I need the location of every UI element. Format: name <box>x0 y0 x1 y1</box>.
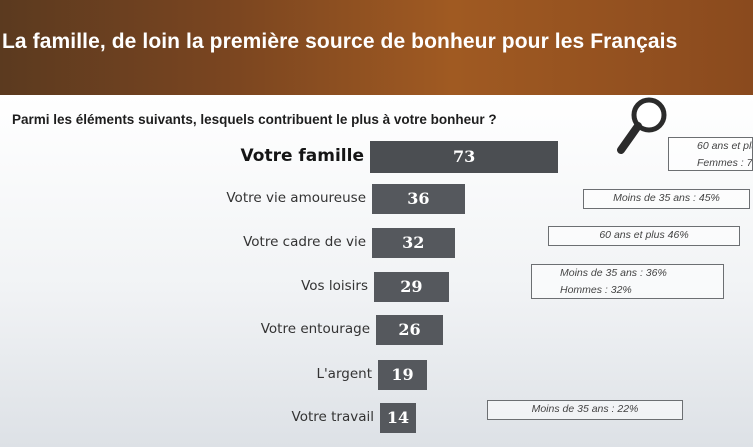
annotation-box: 60 ans et plus 46% <box>548 226 740 246</box>
category-label: Votre entourage <box>260 321 370 337</box>
annotation-text: Moins de 35 ans : 22% <box>531 403 639 415</box>
category-label: Votre vie amoureuse <box>226 190 366 206</box>
annotation-box: Moins de 35 ans : 45% <box>583 189 750 209</box>
value-label: 36 <box>407 189 430 208</box>
value-label: 19 <box>391 365 414 384</box>
bar <box>372 184 465 214</box>
magnifier-icon <box>617 97 667 154</box>
annotation-text: Hommes : 32% <box>560 284 632 296</box>
value-label: 73 <box>453 147 476 166</box>
bar <box>378 360 428 390</box>
value-label: 29 <box>400 277 423 296</box>
bar <box>374 272 449 302</box>
annotation-box: 60 ans et plus Femmes : 7 <box>668 137 753 171</box>
annotation-text: 60 ans et plus <box>697 140 752 152</box>
annotation-text: Femmes : 7 <box>697 157 753 169</box>
category-label: Votre travail <box>291 409 374 425</box>
category-label: Votre cadre de vie <box>243 234 366 250</box>
value-label: 14 <box>386 408 410 427</box>
value-label: 26 <box>398 320 421 339</box>
annotation-text: Moins de 35 ans : 36% <box>560 267 667 279</box>
annotation-box: Moins de 35 ans : 36% Hommes : 32% <box>531 264 724 299</box>
bar <box>376 315 444 345</box>
survey-question: Parmi les éléments suivants, lesquels co… <box>12 112 497 127</box>
category-label: Votre famille <box>240 146 364 166</box>
bar <box>370 141 559 173</box>
annotation-text: Moins de 35 ans : 45% <box>613 192 720 204</box>
category-label: L'argent <box>316 366 372 382</box>
annotation-box: Moins de 35 ans : 22% <box>487 400 683 420</box>
header-band: La famille, de loin la première source d… <box>0 0 753 95</box>
page-title: La famille, de loin la première source d… <box>2 30 678 53</box>
annotation-text: 60 ans et plus 46% <box>599 229 689 241</box>
bar <box>372 228 455 258</box>
bar <box>380 403 417 433</box>
category-label: Vos loisirs <box>301 278 368 294</box>
value-label: 32 <box>402 233 425 252</box>
